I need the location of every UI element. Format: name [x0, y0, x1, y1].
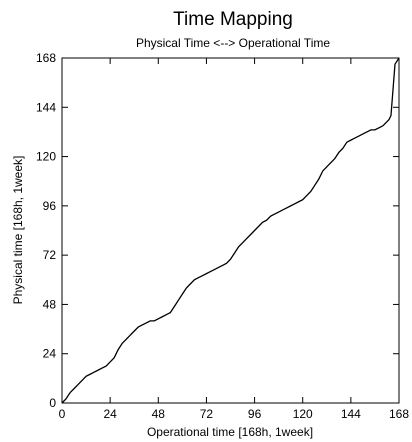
y-tick-label: 72: [43, 248, 57, 262]
y-tick-label: 144: [36, 100, 56, 114]
y-tick-label: 96: [43, 199, 57, 213]
y-tick-label: 0: [49, 396, 56, 410]
y-tick-label: 48: [43, 297, 57, 311]
x-tick-label: 72: [200, 407, 214, 421]
y-tick-label: 120: [36, 150, 56, 164]
x-tick-label: 24: [103, 407, 117, 421]
x-tick-label: 0: [59, 407, 66, 421]
x-tick-label: 96: [248, 407, 262, 421]
x-tick-label: 168: [389, 407, 409, 421]
x-tick-label: 144: [341, 407, 361, 421]
series-line: [61, 57, 400, 404]
y-tick-label: 24: [43, 347, 57, 361]
y-axis-label: Physical time [168h, 1week]: [11, 156, 25, 305]
x-axis-label: Operational time [168h, 1week]: [147, 425, 313, 439]
x-tick-label: 120: [293, 407, 313, 421]
chart-title: Time Mapping: [173, 9, 293, 30]
plot-frame: [61, 57, 400, 404]
y-tick-label: 168: [36, 51, 56, 65]
chart-subtitle: Physical Time <--> Operational Time: [136, 36, 330, 50]
x-tick-label: 48: [152, 407, 166, 421]
axis-ticks: 0 24 48 72 96 120 144 168 0 24 48 72 96 120 144 168: [36, 51, 409, 421]
